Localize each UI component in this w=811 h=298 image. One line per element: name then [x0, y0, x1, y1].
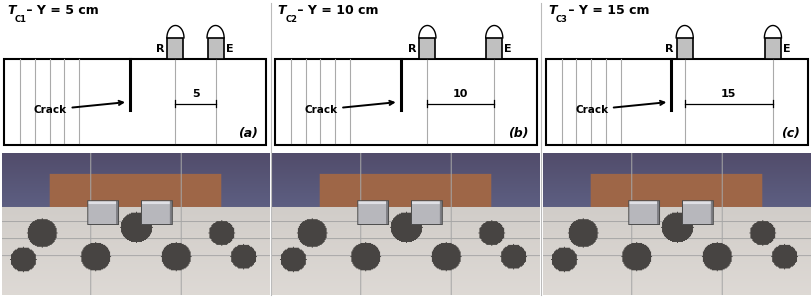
Text: (a): (a) [238, 127, 258, 140]
Text: Crack: Crack [304, 101, 393, 115]
Text: (c): (c) [780, 127, 799, 140]
Text: – Y = 10 cm: – Y = 10 cm [293, 4, 378, 17]
Text: R: R [665, 44, 673, 54]
Text: R: R [156, 44, 165, 54]
Text: – Y = 5 cm: – Y = 5 cm [23, 4, 99, 17]
Bar [208, 38, 223, 59]
Text: Crack: Crack [34, 101, 122, 115]
Bar [4, 59, 266, 145]
Text: T: T [547, 4, 556, 17]
Text: 15: 15 [720, 89, 736, 99]
Text: (b): (b) [508, 127, 528, 140]
Text: C2: C2 [285, 15, 297, 24]
Bar [764, 38, 780, 59]
Text: C1: C1 [15, 15, 27, 24]
Text: T: T [277, 4, 285, 17]
Text: Crack: Crack [574, 101, 663, 115]
Bar [486, 38, 502, 59]
Text: T: T [7, 4, 15, 17]
Bar [418, 38, 435, 59]
Text: R: R [408, 44, 416, 54]
Bar [167, 38, 183, 59]
Text: E: E [225, 44, 233, 54]
Text: C3: C3 [555, 15, 567, 24]
Bar [545, 59, 807, 145]
Text: 5: 5 [191, 89, 199, 99]
Text: 10: 10 [453, 89, 468, 99]
Bar [275, 59, 536, 145]
Bar [676, 38, 692, 59]
Text: – Y = 15 cm: – Y = 15 cm [563, 4, 649, 17]
Text: E: E [782, 44, 790, 54]
Text: E: E [504, 44, 512, 54]
